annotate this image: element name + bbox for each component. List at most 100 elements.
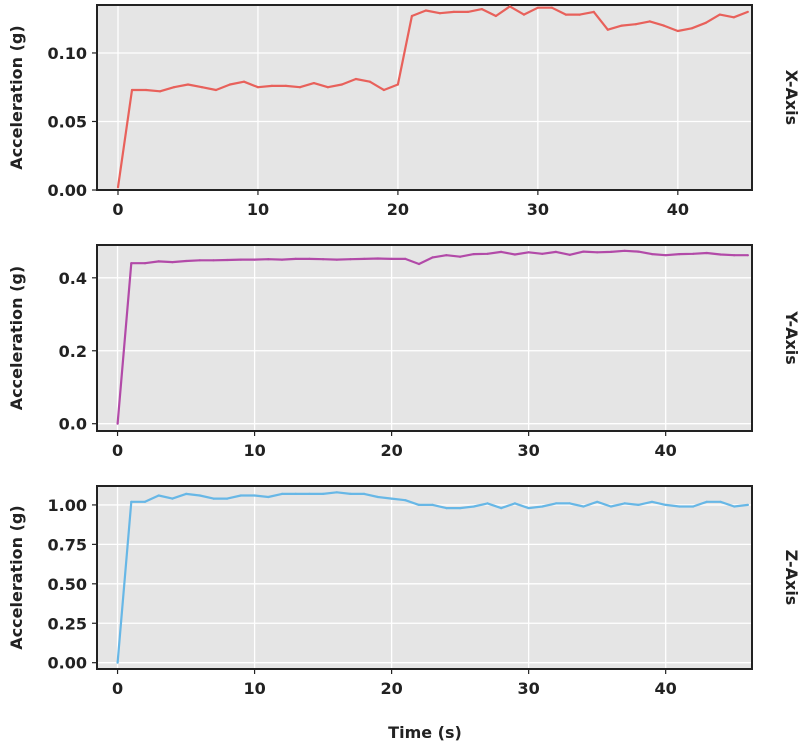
data-point xyxy=(390,497,393,500)
data-point xyxy=(620,24,623,27)
data-point xyxy=(390,257,393,260)
data-point xyxy=(185,259,188,263)
data-point xyxy=(171,497,174,500)
data-point xyxy=(130,88,134,92)
data-point xyxy=(732,16,735,19)
data-point xyxy=(568,502,571,505)
data-point xyxy=(158,90,162,93)
chart-panel-3: 0 10 20 30 40 0.00 0.25 0.50 0.75 1.00 Acceleratio… xyxy=(7,485,800,698)
data-point xyxy=(335,491,338,494)
data-point xyxy=(554,502,558,505)
data-point xyxy=(634,23,637,26)
data-point xyxy=(242,80,246,83)
data-point xyxy=(312,82,315,85)
data-point xyxy=(650,253,654,256)
plot-frame xyxy=(96,485,753,670)
data-point xyxy=(256,86,260,89)
data-point xyxy=(466,10,469,13)
data-point xyxy=(198,259,201,262)
x-tick-label: 30 xyxy=(527,200,549,219)
data-point xyxy=(472,253,475,256)
data-point xyxy=(226,497,229,500)
data-point xyxy=(340,83,343,86)
data-point xyxy=(267,495,270,499)
y-tick-label: 0.75 xyxy=(48,535,87,554)
x-tick-label: 40 xyxy=(655,441,677,460)
data-point xyxy=(404,257,407,260)
data-point xyxy=(472,505,475,508)
data-point xyxy=(733,254,736,257)
data-point xyxy=(650,500,654,503)
data-point xyxy=(637,503,640,506)
y-tick-label: 1.00 xyxy=(48,496,87,515)
data-point xyxy=(431,503,434,506)
data-point xyxy=(536,6,540,9)
data-point xyxy=(335,258,338,261)
data-point xyxy=(294,492,297,495)
data-point xyxy=(294,257,297,260)
data-point xyxy=(582,505,585,508)
data-point xyxy=(596,251,599,254)
data-point xyxy=(130,500,133,503)
data-point xyxy=(308,257,311,260)
data-point xyxy=(554,250,558,253)
data-point xyxy=(228,83,232,86)
plot-area xyxy=(97,245,752,431)
data-point xyxy=(198,494,201,497)
data-point xyxy=(298,86,301,89)
data-point xyxy=(445,507,448,510)
data-point xyxy=(116,186,120,189)
data-point xyxy=(662,24,665,27)
panel-side-label: Z-Axis xyxy=(782,550,800,606)
data-point xyxy=(692,252,695,255)
y-axis-label: Acceleration (g) xyxy=(7,505,26,649)
data-point xyxy=(690,27,693,30)
data-point xyxy=(527,251,530,254)
y-tick-label: 0.0 xyxy=(59,415,87,434)
data-point xyxy=(459,507,462,510)
data-point xyxy=(480,8,483,11)
data-point xyxy=(582,250,585,253)
x-tick-label: 10 xyxy=(243,679,265,698)
data-point xyxy=(349,258,352,261)
data-point xyxy=(704,21,707,24)
data-point xyxy=(459,255,462,258)
data-point xyxy=(508,5,511,8)
data-point xyxy=(322,258,325,261)
x-tick-label: 0 xyxy=(112,200,123,219)
data-point xyxy=(157,260,160,263)
data-point xyxy=(596,500,599,503)
data-point xyxy=(382,88,385,92)
data-point xyxy=(452,10,455,13)
data-point xyxy=(157,494,160,497)
data-point xyxy=(637,250,640,253)
data-point xyxy=(676,29,679,33)
plot-frame xyxy=(96,4,753,191)
data-point xyxy=(322,492,325,495)
data-point xyxy=(678,253,681,256)
y-tick-label: 0.25 xyxy=(48,614,87,633)
y-tick-label: 0.05 xyxy=(48,112,87,131)
data-point xyxy=(623,502,626,505)
data-point xyxy=(396,83,399,86)
data-point xyxy=(606,28,609,31)
data-point xyxy=(513,502,517,505)
panel-side-label: Y-Axis xyxy=(782,310,800,365)
x-tick-label: 30 xyxy=(518,441,540,460)
data-point xyxy=(253,258,256,261)
data-point xyxy=(692,505,695,508)
x-tick-label: 20 xyxy=(380,679,402,698)
data-point xyxy=(746,503,750,506)
data-point xyxy=(746,254,750,257)
data-point xyxy=(239,258,242,261)
data-point xyxy=(486,252,489,255)
data-point xyxy=(445,254,448,257)
data-point xyxy=(719,253,722,256)
data-point xyxy=(513,253,517,256)
y-tick-label: 0.50 xyxy=(48,575,87,594)
data-point xyxy=(143,500,147,503)
data-point xyxy=(541,252,544,255)
y-tick-label: 0.00 xyxy=(48,181,87,200)
plot-area xyxy=(97,486,752,669)
